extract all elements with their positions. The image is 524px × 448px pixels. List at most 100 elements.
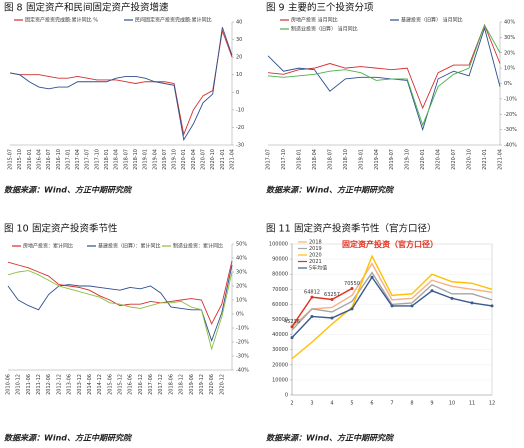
y-tick-label: 10% [236,298,247,304]
y-tick-label: -10 [236,107,244,113]
x-tick-label: 2020-04 [436,149,442,170]
x-tick-label: 7 [390,401,393,407]
figure-number: 图 11 [266,224,291,235]
x-tick-label: 2018-01 [296,149,302,170]
x-tick-label: 2019-10 [405,149,411,170]
figure-number: 图 10 [4,224,29,235]
x-tick-label: 2019-10 [172,149,178,170]
x-tick-label: 2019-04 [374,149,380,170]
y-tick-label: 90000 [272,257,288,263]
plot-frame [268,22,500,145]
data-label: 45236 [284,319,300,325]
x-tick-label: 2015-10 [17,149,23,170]
y-tick-label: 60000 [272,302,288,308]
source-note: 数据来源：Wind、方正中期研究院 [266,434,395,443]
point [490,304,494,308]
point [310,314,314,318]
x-tick-label: 2018-07 [123,149,129,170]
y-tick-label: 20% [504,50,515,56]
series-line [267,26,501,132]
point [350,286,354,290]
legend-label: 房地产投资 当月同比 [291,17,338,24]
x-tick-label: 2013-06 [67,374,73,395]
x-tick-label: 2021-04 [498,149,504,170]
legend-label: 2019 [309,246,322,252]
legend-label: 5年均值 [309,265,327,272]
x-tick-label: 2013-12 [77,374,83,395]
y-tick-label: 30000 [272,347,288,353]
figure-number: 图 8 [4,3,23,14]
y-tick-label: 30% [236,270,247,276]
x-tick-label: 8 [410,401,413,407]
x-tick-label: 2016-01 [27,149,33,170]
y-tick-label: -40% [504,143,517,149]
x-tick-label: 2021-01 [482,149,488,170]
x-tick-label: 2015-06 [107,374,113,395]
x-tick-label: 2020-07 [201,149,207,170]
x-tick-label: 2020-07 [451,149,457,170]
y-tick-label: 0 [285,393,288,399]
x-tick-label: 2017-01 [65,149,71,170]
x-tick-label: 2018-04 [312,149,318,170]
legend-label: 2018 [309,240,322,246]
y-tick-label: -20 [236,125,244,131]
legend-label: 固定资产投资完成额:累计同比 % [25,17,98,24]
x-tick-label: 2020-10 [467,149,473,170]
series-line [291,287,353,328]
series-line [9,29,233,137]
legend-label: 制造业投资：累计同比 [173,243,223,250]
x-tick-label: 2018-07 [327,149,333,170]
x-tick-label: 2019-01 [358,149,364,170]
x-tick-label: 2014-06 [87,374,93,395]
series-line [291,262,493,328]
figure-number: 图 9 [266,3,285,14]
y-tick-label: 100000 [269,242,288,248]
x-tick-label: 2019-06 [189,374,195,395]
x-tick-label: 3 [310,401,313,407]
series-line [291,275,493,339]
x-tick-label: 2017-10 [94,149,100,170]
y-tick-label: 10000 [272,377,288,383]
point [310,295,314,299]
y-tick-label: 80000 [272,272,288,278]
y-tick-label: 0 [236,90,239,96]
chart-title: 主要的三个投资分项 [288,2,374,14]
x-tick-label: 2010-06 [6,374,12,395]
x-tick-label: 2020-06 [209,374,215,395]
x-tick-label: 2012-12 [56,374,62,395]
x-tick-label: 2017-10 [281,149,287,170]
y-tick-label: -30 [236,143,244,149]
x-tick-label: 2019-07 [162,149,168,170]
y-tick-label: 50000 [272,317,288,323]
chart-title: 固定资产投资季节性（官方口径） [294,223,437,235]
y-tick-label: -10% [236,326,249,332]
point [390,304,394,308]
x-tick-label: 2015-12 [118,374,124,395]
x-tick-label: 2012-06 [46,374,52,395]
x-tick-label: 2019-07 [389,149,395,170]
source-note: 数据来源：Wind、方正中期研究院 [4,434,133,443]
x-tick-label: 2017-12 [158,374,164,395]
series-line [267,23,501,110]
chart-title: 固定资产和民间固定资产投资增速 [26,2,169,14]
series-line [9,27,233,141]
legend-label: 房地产投资：累计同比 [23,243,73,250]
x-tick-label: 9 [430,401,433,407]
y-tick-label: 10% [504,66,515,72]
x-tick-label: 2020-04 [191,149,197,170]
y-tick-label: 0% [504,81,512,87]
x-tick-label: 2016-10 [56,149,62,170]
x-tick-label: 2020-01 [420,149,426,170]
x-tick-label: 2018-04 [114,149,120,170]
x-tick-label: 2020-10 [210,149,216,170]
y-tick-label: 10 [236,72,242,78]
x-tick-label: 2018-06 [168,374,174,395]
series-line [7,260,233,325]
y-tick-label: 20000 [272,362,288,368]
x-tick-label: 2015-07 [8,149,14,170]
y-tick-label: -10% [504,96,517,102]
legend-label: 2021 [309,259,322,265]
x-tick-label: 2 [290,401,293,407]
x-tick-label: 2010-12 [16,374,22,395]
x-tick-label: 2018-10 [133,149,139,170]
